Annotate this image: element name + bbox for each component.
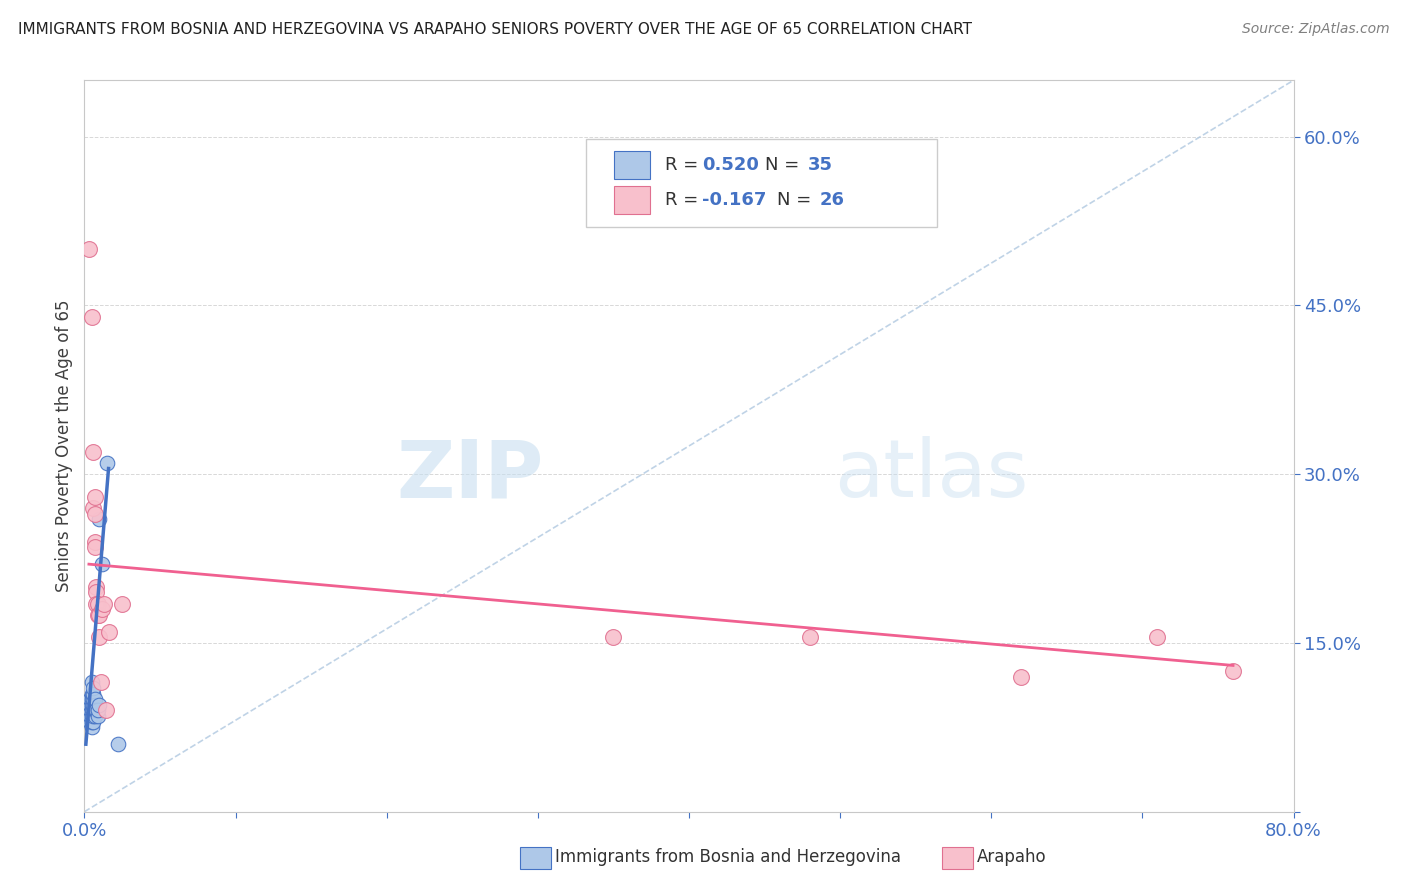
Point <box>89 512 111 526</box>
Text: 0.520: 0.520 <box>702 156 759 174</box>
Point <box>84 490 107 504</box>
Point <box>76 709 98 723</box>
Point <box>799 630 821 644</box>
Point <box>82 709 104 723</box>
FancyBboxPatch shape <box>614 186 650 214</box>
Point <box>82 698 104 712</box>
Point <box>90 675 112 690</box>
Point <box>91 557 114 571</box>
Y-axis label: Seniors Poverty Over the Age of 65: Seniors Poverty Over the Age of 65 <box>55 300 73 592</box>
Point <box>84 698 107 712</box>
Point <box>82 692 104 706</box>
Point <box>82 681 104 695</box>
Point <box>1146 630 1168 644</box>
Point <box>87 709 110 723</box>
Point <box>79 692 101 706</box>
Point <box>80 698 103 712</box>
Point <box>602 630 624 644</box>
Point <box>1222 664 1244 678</box>
Point <box>1010 670 1032 684</box>
Point <box>77 703 100 717</box>
Point <box>79 714 101 729</box>
Point <box>86 585 108 599</box>
Text: Immigrants from Bosnia and Herzegovina: Immigrants from Bosnia and Herzegovina <box>555 848 901 866</box>
Point <box>89 698 111 712</box>
Point <box>82 500 104 515</box>
Point <box>86 580 108 594</box>
Text: Source: ZipAtlas.com: Source: ZipAtlas.com <box>1241 22 1389 37</box>
Text: -0.167: -0.167 <box>702 192 766 210</box>
Text: R =: R = <box>665 192 704 210</box>
Point <box>107 737 129 751</box>
Point <box>80 703 103 717</box>
Point <box>80 720 103 734</box>
Point <box>84 703 107 717</box>
Point <box>84 709 107 723</box>
Point <box>82 703 104 717</box>
Point <box>93 597 115 611</box>
Point <box>82 714 104 729</box>
Point <box>77 698 100 712</box>
Point <box>94 703 117 717</box>
Point <box>80 714 103 729</box>
Point <box>82 687 104 701</box>
Point <box>87 703 110 717</box>
FancyBboxPatch shape <box>614 151 650 179</box>
Point <box>86 703 108 717</box>
Text: Arapaho: Arapaho <box>977 848 1047 866</box>
Point <box>79 709 101 723</box>
Text: 35: 35 <box>807 156 832 174</box>
Text: 26: 26 <box>820 192 845 210</box>
Point <box>84 534 107 549</box>
Point <box>86 597 108 611</box>
Text: ZIP: ZIP <box>396 436 544 515</box>
Point <box>111 597 134 611</box>
Point <box>87 607 110 622</box>
Text: R =: R = <box>665 156 704 174</box>
Point <box>80 687 103 701</box>
FancyBboxPatch shape <box>586 139 936 227</box>
Point <box>80 709 103 723</box>
Point <box>89 607 111 622</box>
Text: N =: N = <box>765 156 806 174</box>
Point <box>89 630 111 644</box>
Point <box>79 698 101 712</box>
Point <box>91 602 114 616</box>
Point <box>84 692 107 706</box>
Point <box>97 624 120 639</box>
Point <box>84 507 107 521</box>
Point <box>80 675 103 690</box>
Point <box>80 310 103 324</box>
Text: atlas: atlas <box>834 436 1028 515</box>
Point <box>79 703 101 717</box>
Point <box>80 692 103 706</box>
Point <box>96 456 118 470</box>
Point <box>82 444 104 458</box>
Point <box>77 242 100 256</box>
Point <box>84 541 107 555</box>
Point <box>87 597 110 611</box>
Text: IMMIGRANTS FROM BOSNIA AND HERZEGOVINA VS ARAPAHO SENIORS POVERTY OVER THE AGE O: IMMIGRANTS FROM BOSNIA AND HERZEGOVINA V… <box>18 22 973 37</box>
Text: N =: N = <box>778 192 817 210</box>
